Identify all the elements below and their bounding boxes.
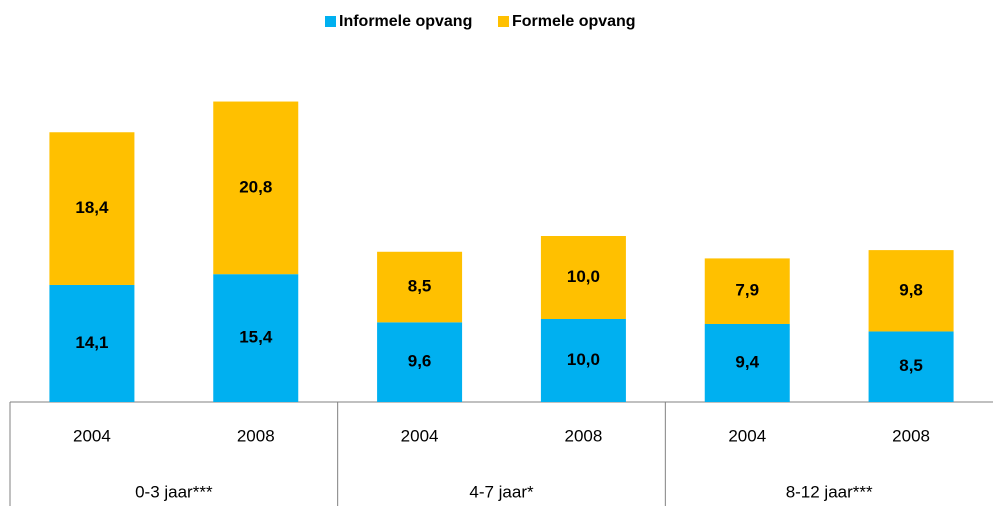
bar-segment [377, 251, 463, 323]
legend-label: Informele opvang [339, 13, 472, 30]
group-label: 8-12 jaar*** [786, 482, 873, 501]
bar-segment [868, 331, 954, 402]
data-label: 15,4 [239, 328, 273, 347]
data-label: 10,0 [567, 267, 600, 286]
bar-segment [213, 101, 299, 275]
data-label: 9,4 [735, 352, 759, 371]
legend-label: Formele opvang [512, 13, 636, 30]
data-label: 7,9 [735, 281, 759, 300]
bar-segment [704, 258, 790, 324]
legend-swatch [325, 16, 336, 27]
data-label: 9,8 [899, 280, 923, 299]
data-label: 20,8 [239, 177, 272, 196]
bar-segment [540, 319, 626, 402]
x-tick-label: 2004 [728, 426, 766, 445]
data-label: 14,1 [75, 333, 108, 352]
bar-segment [377, 322, 463, 402]
bar-segment [49, 284, 135, 402]
group-label: 0-3 jaar*** [135, 482, 213, 501]
bar-segment [704, 323, 790, 402]
x-tick-label: 2004 [73, 426, 111, 445]
data-label: 18,4 [75, 198, 109, 217]
x-tick-label: 2004 [401, 426, 439, 445]
bar-segment [49, 132, 135, 285]
x-tick-label: 2008 [237, 426, 275, 445]
data-label: 10,0 [567, 350, 600, 369]
data-label: 8,5 [899, 356, 923, 375]
data-label: 8,5 [408, 277, 432, 296]
x-tick-label: 2008 [565, 426, 603, 445]
bar-segment [868, 250, 954, 332]
group-label: 4-7 jaar* [469, 482, 534, 501]
x-tick-label: 2008 [892, 426, 930, 445]
data-label: 9,6 [408, 352, 432, 371]
bar-segment [213, 274, 299, 402]
legend-swatch [498, 16, 509, 27]
bar-segment [540, 236, 626, 319]
